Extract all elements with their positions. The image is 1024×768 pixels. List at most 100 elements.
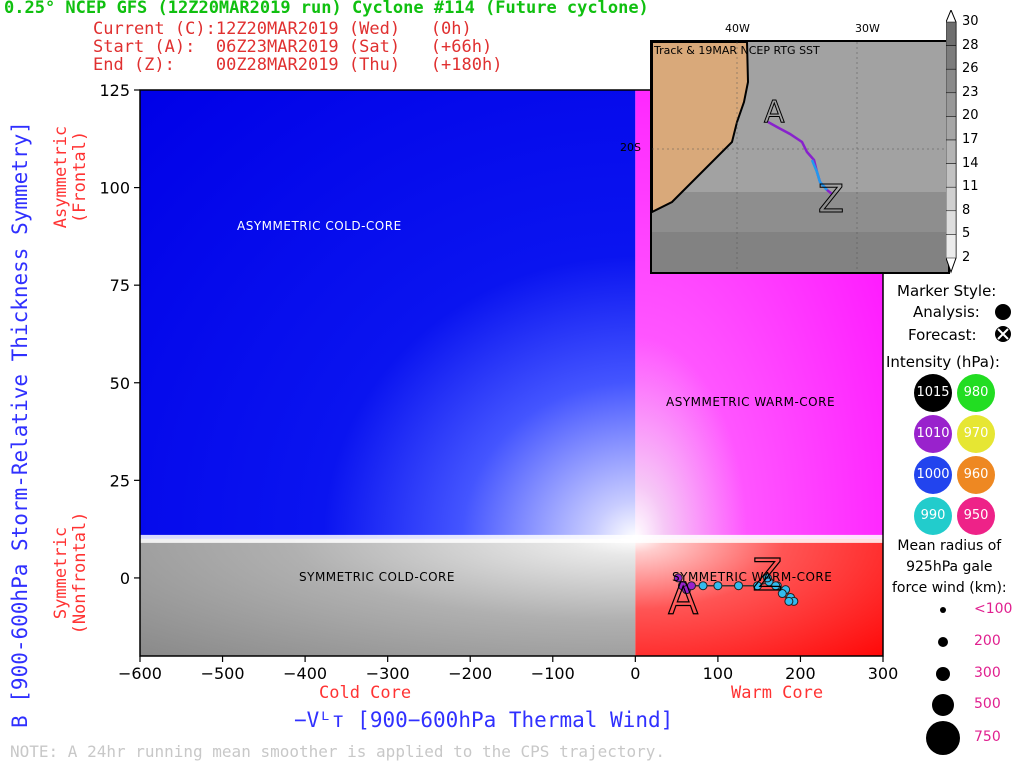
colorbar-label: 26 [962,61,979,77]
quadrant-sym-warm [635,538,883,656]
intensity-swatch: 960 [957,456,995,494]
trajectory-point [753,581,763,591]
forecast-marker [995,326,1011,342]
x-axis-title: −Vᴸᴛ [900−600hPa Thermal Wind] [294,708,674,732]
x-tick-label: −500 [201,664,245,683]
radius-swatch [940,607,946,613]
region-symmetric-warm-core: SYMMETRIC WARM-CORE [672,570,833,584]
radius-swatch [932,694,954,716]
trajectory-end-marker: Z [752,550,782,601]
plot-axes: −600 −500 −400 −300 −200 −100 0 100 200 300 0 25 50 7… [99,81,898,683]
radius-swatch [938,637,948,647]
legend-analysis: Analysis: [913,303,980,321]
colorbar-label: 28 [962,37,979,53]
info-offset: (0h) [430,19,472,39]
colorbar-label: 14 [962,155,979,171]
radius-label: 500 [974,696,1001,712]
y-tick-label: 25 [110,471,130,490]
x-tick-label: −300 [366,664,410,683]
colorbar-label: 17 [962,132,979,147]
colorbar-segment [946,116,957,141]
colorbar-label: 23 [962,84,979,100]
x-tick-label: 100 [703,664,734,683]
analysis-marker [995,304,1011,320]
intensity-swatch: 990 [914,497,952,535]
x-sub-warm-core: Warm Core [731,683,824,703]
trajectory-point [762,573,772,583]
y-tick-label: 125 [99,81,130,100]
trajectory-point [673,573,683,583]
trajectory-point [734,581,744,591]
intensity-swatch: 1000 [914,456,952,494]
x-tick-label: 200 [785,664,816,683]
inset-lat-20s: 20S [620,141,641,154]
colorbar-label: 2 [962,250,971,265]
y-sub-asymmetric: Asymmetric (Frontal) [51,125,90,229]
colorbar-segment [946,92,957,117]
radius-label: <100 [974,601,1013,617]
region-symmetric-cold-core: SYMMETRIC COLD-CORE [299,570,455,584]
colorbar-segment [946,163,957,188]
intensity-swatch: 1010 [914,415,952,453]
quadrant-sym-cold [140,538,636,656]
trajectory-point [713,581,723,591]
colorbar-segment [946,139,957,164]
colorbar-segment [946,186,957,212]
info-time: 06Z23MAR2019 (Sat) [215,37,401,57]
intensity-swatch: 1015 [914,374,952,412]
x-tick-label: −600 [118,664,162,683]
colorbar-segment [946,21,957,46]
info-time: 12Z20MAR2019 (Wed) [215,19,401,39]
trajectory-point [784,596,794,606]
info-offset: (+180h) [430,55,503,75]
colorbar-label: 8 [962,202,971,218]
radius-swatch [926,721,960,755]
region-asymmetric-cold-core: ASYMMETRIC COLD-CORE [237,219,402,233]
inset-lon-40w: 40W [725,22,750,35]
x-tick-label: −100 [531,664,575,683]
colorbar-label: 11 [962,179,979,195]
quadrant-asym-cold [140,90,636,539]
x-tick-label: −400 [283,664,327,683]
x-sub-cold-core: Cold Core [319,683,412,703]
legend-radius-title: Mean radius of 925hPa gale force wind (km)… [892,538,1007,596]
legend-forecast: Forecast: [908,326,977,344]
intensity-swatch: 970 [957,415,995,453]
y-axis-title: B [900-600hPa Storm-Relative Thickness S… [8,121,32,728]
x-tick-label: −200 [448,664,492,683]
y-tick-label: 100 [99,179,130,198]
chart-title: 0.25° NCEP GFS (12Z20MAR2019 run) Cyclon… [4,0,649,18]
trajectory-point [771,581,781,591]
symmetry-divider [140,534,883,543]
colorbar-label: 30 [962,14,979,29]
colorbar-segment [946,234,957,259]
info-time: 00Z28MAR2019 (Thu) [215,55,401,75]
sst-colorbar [946,10,957,274]
legend-intensity-title: Intensity (hPa): [886,353,1000,371]
info-row-start: Start (A): 06Z23MAR2019 (Sat) (+66h) [93,39,492,56]
info-label: Start (A): [93,37,196,57]
track-inset-map: A Z Track & 19MAR NCEP RTG SST [650,40,950,274]
colorbar-label: 5 [962,226,971,242]
colorbar-segment [946,68,957,94]
radius-label: 300 [974,665,1001,681]
intensity-swatch: 980 [957,374,995,412]
radius-swatch [936,667,950,681]
svg-text:A: A [764,95,785,130]
intensity-swatch: 950 [957,497,995,535]
radius-label: 200 [974,633,1001,649]
x-tick-label: 0 [630,664,640,683]
trajectory-point [777,589,787,599]
legend-marker-style: Marker Style: [897,282,997,300]
y-tick-label: 0 [120,569,130,588]
trajectory-point [686,581,696,591]
trajectory-start-marker: A [668,574,698,625]
info-row-end: End (Z): 00Z28MAR2019 (Thu) (+180h) [93,57,502,74]
inset-title: Track & 19MAR NCEP RTG SST [653,44,820,57]
colorbar-segment [946,45,957,70]
info-offset: (+66h) [430,37,493,57]
svg-text:Z: Z [818,177,844,221]
info-label: Current (C): [93,19,216,39]
x-tick-label: 300 [868,664,899,683]
